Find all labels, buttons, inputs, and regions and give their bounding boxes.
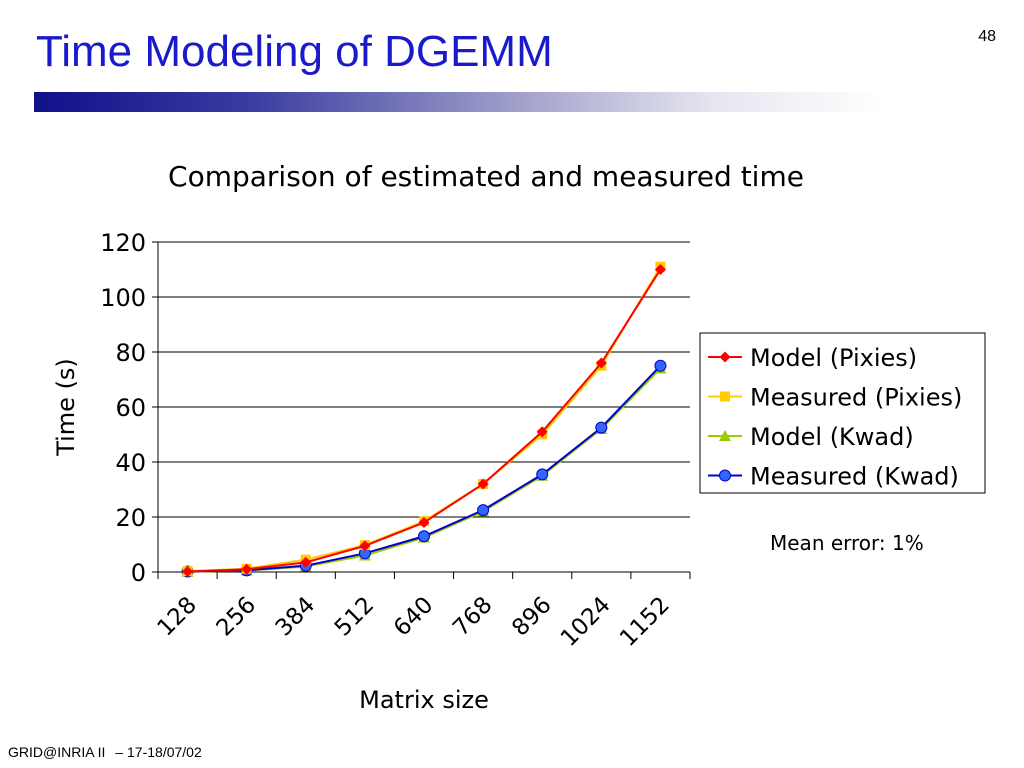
- y-tick-label: 0: [131, 559, 146, 587]
- page-number: 48: [978, 28, 996, 45]
- footer: GRID@INRIA II – 17-18/07/02: [8, 744, 208, 760]
- footer-date: – 17-18/07/02: [115, 744, 202, 760]
- slide-title: Time Modeling of DGEMM: [36, 27, 553, 76]
- x-tick-label: 256: [212, 592, 261, 641]
- legend-label-measured-kwad: Measured (Kwad): [750, 463, 959, 491]
- title-underline-bar: [34, 92, 884, 112]
- footer-conference: GRID@INRIA II: [8, 744, 106, 760]
- x-tick-label: 896: [507, 592, 556, 641]
- x-axis-label: Matrix size: [359, 686, 489, 714]
- y-tick-label: 120: [100, 229, 146, 257]
- data-point-model-pixies: [654, 264, 666, 275]
- legend-box: [699, 332, 986, 494]
- x-tick-label: 640: [389, 592, 438, 641]
- data-point-measured-kwad: [595, 421, 608, 434]
- x-tick-label: 128: [153, 592, 202, 641]
- legend-label-model-pixies: Model (Pixies): [750, 344, 917, 372]
- data-point-measured-kwad: [536, 468, 549, 481]
- chart-title: Comparison of estimated and measured tim…: [168, 160, 804, 193]
- y-tick-label: 100: [100, 284, 146, 312]
- mean-error-annotation: Mean error: 1%: [770, 531, 924, 555]
- data-point-model-pixies: [595, 357, 607, 369]
- x-tick-label: 1024: [556, 592, 616, 652]
- legend-marker-measured-pixies: [720, 391, 730, 402]
- data-point-model-pixies: [477, 478, 489, 490]
- y-tick-label: 20: [115, 504, 146, 532]
- legend-label-model-kwad: Model (Kwad): [750, 423, 914, 451]
- legend-marker-model-kwad: [719, 430, 731, 441]
- data-point-model-pixies: [359, 540, 371, 552]
- data-point-model-pixies: [182, 565, 194, 577]
- y-tick-label: 60: [115, 394, 146, 422]
- legend-marker-model-pixies: [719, 351, 731, 363]
- legend-marker-measured-kwad: [719, 469, 731, 482]
- data-point-measured-kwad: [418, 530, 430, 543]
- data-point-measured-kwad: [477, 504, 490, 517]
- y-tick-label: 40: [115, 449, 146, 477]
- chart: Comparison of estimated and measured tim…: [52, 160, 986, 714]
- x-tick-label: 768: [448, 592, 497, 641]
- data-point-measured-kwad: [654, 359, 667, 372]
- legend-label-measured-pixies: Measured (Pixies): [750, 384, 962, 412]
- x-tick-label: 512: [330, 592, 379, 641]
- data-point-model-pixies: [300, 556, 312, 568]
- data-point-model-pixies: [418, 517, 430, 528]
- data-point-model-pixies: [241, 563, 253, 575]
- y-axis-label: Time (s): [52, 358, 80, 457]
- x-tick-label: 384: [271, 592, 320, 641]
- x-tick-label: 1152: [615, 592, 675, 652]
- data-point-model-pixies: [536, 426, 548, 438]
- y-tick-label: 80: [115, 339, 146, 367]
